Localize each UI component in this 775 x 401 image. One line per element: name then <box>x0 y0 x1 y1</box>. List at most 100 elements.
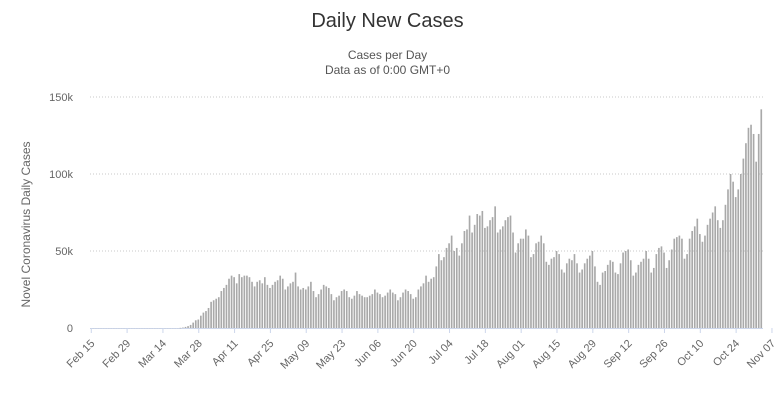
bar <box>729 174 732 328</box>
bar <box>752 133 755 328</box>
x-tick-label: Oct 10 <box>675 338 706 369</box>
bar <box>384 295 386 328</box>
bar <box>714 206 717 328</box>
bar <box>266 284 269 328</box>
bar <box>235 283 238 328</box>
bar <box>647 258 650 328</box>
bar <box>394 294 397 328</box>
bar <box>517 243 519 328</box>
bar <box>320 289 322 328</box>
bar <box>665 267 668 328</box>
bar <box>494 206 496 328</box>
bar <box>325 286 328 328</box>
bar <box>732 181 734 328</box>
bar <box>612 261 614 328</box>
bar <box>491 217 494 328</box>
bar <box>197 319 200 328</box>
bar <box>614 272 617 328</box>
bar <box>153 328 156 329</box>
bar <box>228 278 230 328</box>
x-tick-label: Aug 29 <box>566 338 599 371</box>
x-tick-label: Aug 15 <box>530 338 563 371</box>
bar <box>739 174 742 328</box>
bar <box>617 274 619 328</box>
bar <box>535 243 537 328</box>
bar <box>251 281 253 328</box>
bar <box>530 257 532 328</box>
bar <box>655 254 658 328</box>
y-tick-label: 100k <box>49 169 73 181</box>
bar <box>527 235 530 328</box>
x-tick-label: Apr 11 <box>210 338 241 369</box>
x-tick-label: Nov 07 <box>745 338 775 371</box>
bar <box>225 284 228 328</box>
bar <box>279 275 282 328</box>
bar <box>484 227 486 328</box>
bar <box>540 235 543 328</box>
bar <box>95 328 97 329</box>
x-tick-label: Aug 01 <box>494 338 527 371</box>
bar <box>179 327 182 329</box>
bar <box>553 257 555 328</box>
bar <box>102 328 105 329</box>
bar <box>217 297 220 328</box>
bar <box>361 295 363 328</box>
bar <box>716 220 719 328</box>
bar <box>504 220 507 328</box>
subtitle-line-1: Cases per Day <box>347 48 428 62</box>
bar <box>207 307 210 328</box>
bar <box>473 224 476 328</box>
bar <box>471 232 473 328</box>
bar <box>673 238 676 328</box>
bar <box>243 275 246 328</box>
bar <box>92 328 95 329</box>
bar <box>261 283 264 328</box>
bar <box>706 224 709 328</box>
bar <box>351 298 353 328</box>
bar <box>430 278 432 328</box>
bar <box>118 328 120 329</box>
bar <box>212 300 215 328</box>
bar <box>386 292 389 328</box>
chart-title: Daily New Cases <box>311 10 464 32</box>
bar <box>583 263 586 328</box>
bar <box>202 312 205 328</box>
bar <box>509 215 512 328</box>
bar <box>688 238 691 328</box>
bar <box>453 251 456 328</box>
bar <box>757 133 760 328</box>
bar <box>136 328 138 329</box>
bar <box>478 215 481 328</box>
bar <box>668 260 670 328</box>
bar <box>256 281 258 328</box>
bar <box>691 230 694 328</box>
bar <box>719 227 722 328</box>
bar <box>297 286 299 328</box>
bar <box>143 328 146 329</box>
bar <box>356 291 358 328</box>
bar <box>187 326 189 328</box>
bar <box>632 275 635 328</box>
bar <box>184 326 187 328</box>
bar <box>560 269 563 328</box>
x-tick-label: Mar 28 <box>172 338 205 371</box>
bar <box>555 251 558 328</box>
x-tick-label: Jun 20 <box>388 338 420 370</box>
bar <box>233 277 235 328</box>
bar <box>476 214 479 328</box>
bar <box>113 328 115 329</box>
bar <box>440 260 443 328</box>
bar <box>281 278 284 328</box>
bar <box>335 297 338 328</box>
bar <box>693 226 696 328</box>
bar <box>115 328 118 329</box>
bar <box>327 287 330 328</box>
bar <box>397 300 399 328</box>
bar <box>123 328 125 329</box>
bar <box>737 189 740 328</box>
bar <box>107 328 110 329</box>
bar <box>292 281 294 328</box>
bar <box>658 247 660 328</box>
bar <box>681 238 683 328</box>
